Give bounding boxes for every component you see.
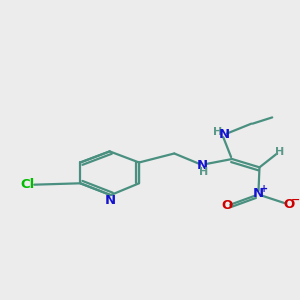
Text: N: N [219, 128, 230, 141]
Text: N: N [253, 187, 264, 200]
Text: O: O [222, 199, 233, 212]
Text: H: H [275, 146, 285, 157]
Text: N: N [197, 159, 208, 172]
Text: Cl: Cl [20, 178, 34, 191]
Text: N: N [105, 194, 116, 207]
Text: H: H [212, 127, 222, 137]
Text: −: − [291, 195, 300, 205]
Text: +: + [260, 184, 268, 194]
Text: O: O [283, 198, 295, 211]
Text: H: H [199, 167, 208, 177]
